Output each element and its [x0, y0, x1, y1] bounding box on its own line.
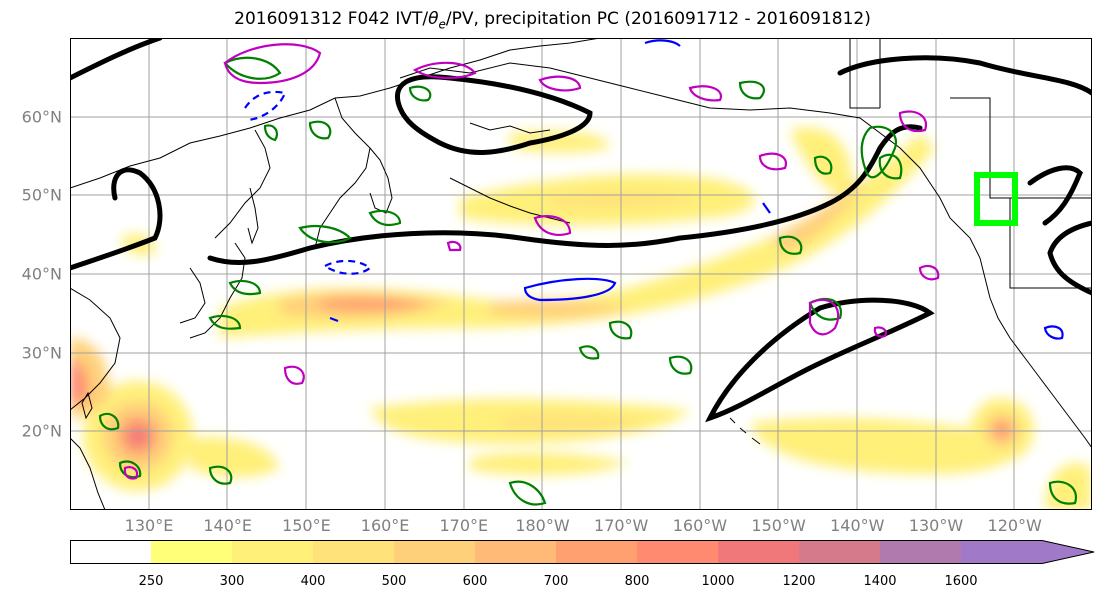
lon-label: 170°E	[439, 516, 489, 535]
pv-negative-contours	[244, 39, 1064, 340]
colorbar-tick-label: 400	[300, 574, 326, 589]
lon-label: 170°W	[594, 516, 649, 535]
colorbar-segment	[880, 540, 962, 564]
pv-positive-contours	[98, 56, 1078, 506]
colorbar-tick-label: 300	[219, 574, 245, 589]
colorbar-tick-label: 600	[462, 574, 488, 589]
colorbar-segment	[232, 540, 314, 564]
map-frame	[70, 38, 1092, 510]
target-region-box	[974, 172, 1018, 226]
map-panel	[70, 38, 1092, 510]
lon-label: 140°W	[830, 516, 885, 535]
lon-label: 150°W	[751, 516, 806, 535]
lon-label: 140°E	[203, 516, 253, 535]
colorbar-tick-label: 1200	[782, 574, 816, 589]
colorbar-segment	[394, 540, 476, 564]
colorbar-segment	[70, 540, 152, 564]
lon-label: 130°E	[124, 516, 174, 535]
lat-label: 20°N	[21, 421, 62, 441]
precip-contours	[123, 43, 940, 480]
colorbar-tick-label: 800	[624, 574, 650, 589]
colorbar-tick-label: 1400	[863, 574, 897, 589]
colorbar-segment	[718, 540, 800, 564]
lat-label: 40°N	[21, 264, 62, 284]
lon-label: 120°W	[987, 516, 1042, 535]
colorbar-tick-label: 500	[381, 574, 407, 589]
lon-label: 160°W	[672, 516, 728, 535]
lon-label: 150°E	[282, 516, 331, 535]
colorbar-segment	[799, 540, 881, 564]
colorbar-extend-arrow	[1042, 540, 1094, 564]
lon-label: 180°W	[515, 516, 570, 535]
colorbar-tick-label: 1000	[701, 574, 735, 589]
ivt-shading	[70, 127, 1092, 510]
colorbar	[70, 540, 1095, 564]
colorbar-segment	[475, 540, 557, 564]
colorbar-tick-label: 1600	[944, 574, 978, 589]
colorbar-segment	[313, 540, 395, 564]
lat-label: 60°N	[21, 107, 62, 127]
theta-e-contours	[70, 38, 1092, 423]
colorbar-outline	[70, 540, 1095, 564]
colorbar-segment	[637, 540, 719, 564]
lat-label: 30°N	[21, 343, 62, 363]
figure-title: 2016091312 F042 IVT/θe/PV, precipitation…	[234, 9, 871, 32]
lat-label: 50°N	[21, 185, 62, 205]
coastlines	[70, 38, 1092, 510]
colorbar-segment	[151, 540, 233, 564]
lon-label: 130°W	[908, 516, 964, 535]
lon-label: 160°E	[360, 516, 410, 535]
colorbar-segment	[961, 540, 1043, 564]
colorbar-tick-label: 700	[543, 574, 569, 589]
colorbar-segment	[556, 540, 638, 564]
colorbar-tick-label: 250	[138, 574, 164, 589]
